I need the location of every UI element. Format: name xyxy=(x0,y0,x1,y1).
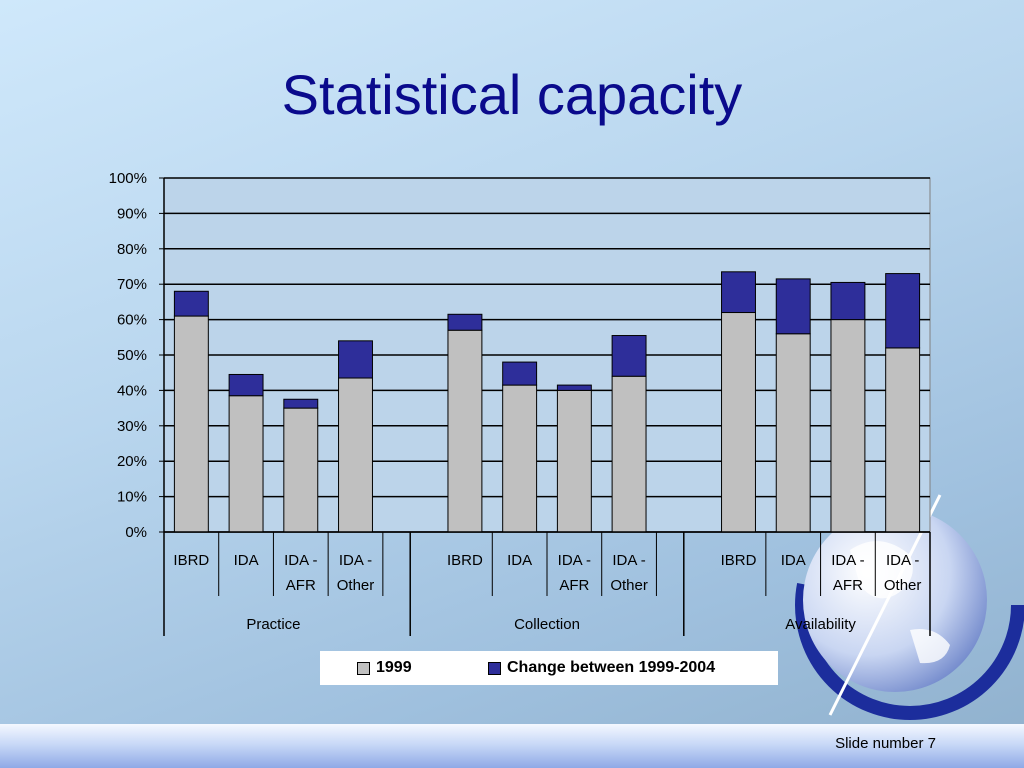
x-category-label: Other xyxy=(610,577,648,594)
y-tick-label: 60% xyxy=(117,312,147,329)
bar-change xyxy=(775,278,811,335)
group-label: Practice xyxy=(246,616,300,633)
x-category-label: Other xyxy=(884,577,922,594)
slide-title: Statistical capacity xyxy=(281,63,743,126)
bar-change xyxy=(228,373,264,397)
x-category-label: IDA xyxy=(507,552,532,569)
x-category-label: IDA xyxy=(781,552,806,569)
x-category-label: IDA - xyxy=(558,552,591,569)
y-tick-label: 50% xyxy=(117,347,147,364)
bar-1999 xyxy=(830,319,866,533)
bar-change xyxy=(830,281,866,321)
y-tick-label: 10% xyxy=(117,489,147,506)
bar-1999 xyxy=(228,395,264,533)
y-tick-label: 30% xyxy=(117,418,147,435)
bar-1999 xyxy=(338,377,373,533)
bar-change xyxy=(447,313,483,331)
bar-1999 xyxy=(775,333,811,533)
x-category-label: Other xyxy=(337,577,375,594)
legend-item-1999: 1999 xyxy=(357,659,412,677)
x-category-label: IDA - xyxy=(284,552,317,569)
bar-change xyxy=(283,398,319,409)
bar-1999 xyxy=(502,384,538,533)
bar-change xyxy=(556,384,592,391)
bar-change xyxy=(502,361,538,386)
chart-legend: 1999 Change between 1999-2004 xyxy=(320,651,778,685)
bar-1999 xyxy=(283,407,319,533)
y-tick-label: 40% xyxy=(117,382,147,399)
slide-number: Slide number 7 xyxy=(835,735,936,752)
bar-1999 xyxy=(885,347,921,533)
bar-change xyxy=(173,290,209,317)
y-tick-label: 80% xyxy=(117,241,147,258)
bar-change xyxy=(885,273,921,349)
legend-label-1999: 1999 xyxy=(376,659,412,676)
bar-1999 xyxy=(556,389,592,533)
legend-item-change: Change between 1999-2004 xyxy=(488,659,715,677)
y-tick-label: 90% xyxy=(117,205,147,222)
group-label: Availability xyxy=(785,616,856,633)
legend-label-change: Change between 1999-2004 xyxy=(507,659,716,676)
y-tick-label: 100% xyxy=(109,170,147,187)
bar-1999 xyxy=(611,375,647,533)
x-category-label: IDA - xyxy=(886,552,919,569)
x-category-label: AFR xyxy=(286,577,316,594)
x-category-label: IDA - xyxy=(612,552,645,569)
x-category-label: IBRD xyxy=(447,552,483,569)
x-category-label: IDA - xyxy=(339,552,372,569)
bar-change xyxy=(611,335,647,377)
y-tick-label: 70% xyxy=(117,276,147,293)
x-category-label: IDA - xyxy=(831,552,864,569)
x-category-label: AFR xyxy=(559,577,589,594)
x-category-label: IBRD xyxy=(173,552,209,569)
x-category-label: IDA xyxy=(234,552,259,569)
globe-icon xyxy=(795,490,1024,720)
bar-change xyxy=(338,340,373,379)
y-tick-label: 0% xyxy=(125,524,147,541)
bar-1999 xyxy=(173,315,209,533)
footer-band xyxy=(0,724,1024,768)
legend-swatch-1999 xyxy=(357,661,370,675)
x-category-label: AFR xyxy=(833,577,863,594)
group-label: Collection xyxy=(514,616,580,633)
bar-change xyxy=(721,271,756,314)
legend-swatch-change xyxy=(488,661,501,675)
x-category-label: IBRD xyxy=(721,552,757,569)
bar-1999 xyxy=(447,329,483,533)
y-tick-label: 20% xyxy=(117,453,147,470)
bar-1999 xyxy=(721,312,756,533)
